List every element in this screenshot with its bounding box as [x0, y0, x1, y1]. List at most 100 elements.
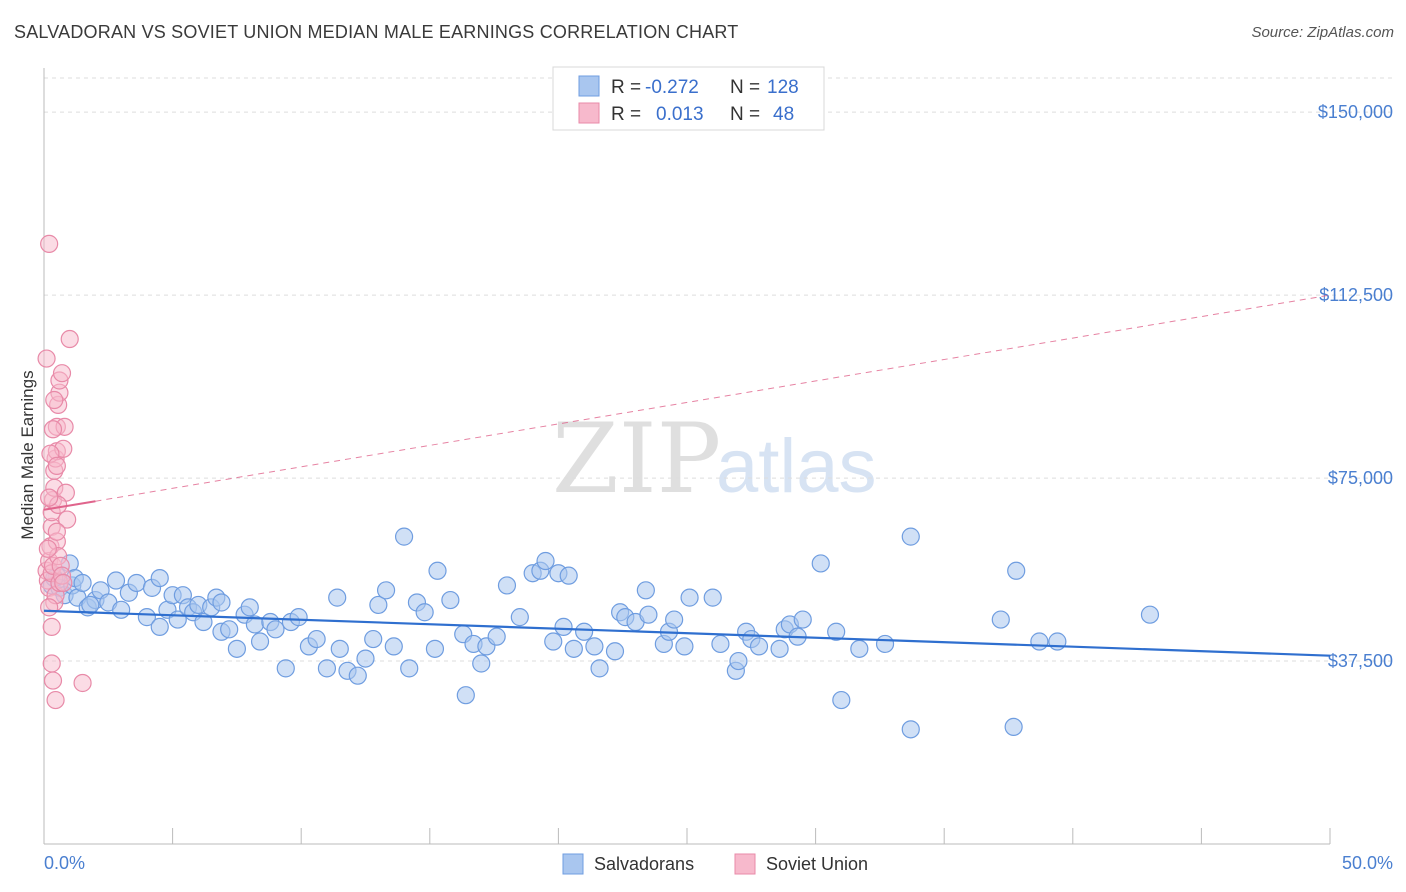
salvadorans-point: [456, 686, 475, 705]
bottom-legend-label-soviet-union: Soviet Union: [766, 854, 868, 874]
salvadorans-point: [1030, 632, 1049, 651]
salvadorans-point: [441, 590, 460, 610]
trend-lines: [43, 294, 1331, 657]
bottom-legend-swatch-salvadorans: [562, 853, 584, 875]
salvadorans-point: [487, 627, 506, 646]
salvadorans-point: [348, 666, 367, 685]
salvadorans-point: [575, 622, 594, 641]
salvadorans-point: [266, 620, 285, 639]
x-tick-label-max: 50.0%: [1342, 853, 1393, 873]
salvadorans-point: [991, 610, 1010, 629]
soviet-union-point: [40, 234, 59, 253]
salvadorans-point: [150, 617, 169, 636]
salvadorans-point: [112, 600, 131, 619]
soviet-union-point: [42, 617, 61, 636]
salvadorans-point: [850, 639, 869, 658]
salvadorans-point: [212, 593, 231, 612]
legend-n-label-2: N =: [730, 104, 760, 125]
y-axis-label: Median Male Earnings: [18, 370, 37, 539]
salvadorans-point: [564, 639, 583, 658]
soviet-union-point: [45, 390, 64, 410]
y-tick-labels: $37,500 $75,000 $112,500 $150,000: [1318, 102, 1393, 671]
salvadorans-point: [729, 651, 748, 671]
salvadorans-point: [770, 639, 789, 658]
soviet-union-point: [54, 573, 73, 593]
legend-r-value-1: -0.272: [645, 77, 699, 98]
salvadorans-point: [289, 608, 308, 627]
salvadorans-point: [639, 605, 658, 624]
legend-swatch-soviet-union: [578, 102, 600, 124]
salvadorans-point: [636, 581, 655, 600]
salvadorans-point: [711, 634, 730, 654]
y-tick-label: $37,500: [1328, 651, 1393, 671]
legend-swatch-salvadorans: [578, 75, 600, 97]
salvadorans-point: [827, 622, 846, 641]
salvadorans-point: [428, 561, 447, 580]
salvadorans-point: [605, 642, 625, 661]
salvadorans-point: [901, 720, 920, 739]
soviet-union-point: [73, 673, 92, 693]
salvadorans-point: [194, 612, 213, 632]
salvadorans-point: [150, 568, 169, 588]
salvadorans-point: [250, 632, 270, 651]
salvadorans-point: [81, 595, 100, 615]
salvadorans-point: [793, 610, 812, 629]
salvadorans-point: [811, 554, 830, 573]
legend-r-label-2: R =: [611, 104, 641, 125]
salvadorans-point: [1048, 632, 1067, 651]
legend-n-value-2: 48: [773, 104, 794, 125]
salvadorans-point: [220, 620, 239, 639]
correlation-legend: R = -0.272 N = 128 R = 0.013 N = 48: [552, 66, 825, 131]
x-tick-labels: 0.0% 50.0%: [44, 853, 1393, 873]
salvadorans-point: [307, 629, 326, 649]
chart-title: SALVADORAN VS SOVIET UNION MEDIAN MALE E…: [14, 22, 739, 42]
salvadorans-point: [276, 659, 295, 678]
salvadorans-point: [536, 551, 555, 571]
salvadorans-point: [749, 637, 769, 656]
legend-r-value-2: 0.013: [656, 104, 704, 125]
salvadorans-point: [1004, 717, 1023, 737]
salvadorans-point: [415, 603, 434, 622]
bottom-legend-label-salvadorans: Salvadorans: [594, 854, 694, 874]
salvadorans-point: [901, 527, 920, 546]
salvadorans-point: [510, 608, 529, 627]
salvadorans-point: [554, 617, 573, 636]
salvadorans-point: [73, 573, 92, 593]
salvadorans-point: [497, 576, 517, 595]
legend-r-label-1: R =: [611, 77, 641, 98]
salvadorans-point: [425, 639, 445, 658]
y-tick-label: $112,500: [1319, 285, 1393, 305]
series-legend: Salvadorans Soviet Union: [562, 853, 868, 875]
watermark-atlas: atlas: [716, 424, 877, 509]
y-tick-label: $150,000: [1318, 102, 1393, 122]
salvadorans-point: [364, 629, 383, 649]
salvadorans-point: [137, 608, 156, 627]
salvadorans-point: [832, 690, 851, 710]
salvadorans-point: [328, 588, 347, 607]
salvadorans-point: [376, 581, 396, 600]
chart-source: Source: ZipAtlas.com: [1251, 24, 1394, 41]
salvadorans-point: [400, 659, 419, 678]
salvadorans-point: [384, 637, 403, 656]
salvadorans-point: [472, 654, 491, 673]
salvadorans-point: [106, 571, 126, 590]
soviet-union-point: [38, 539, 57, 558]
x-tick-label-min: 0.0%: [44, 853, 85, 873]
soviet-union-trend-solid: [43, 500, 96, 511]
y-tick-label: $75,000: [1328, 468, 1393, 488]
soviet-union-point: [47, 456, 66, 475]
soviet-union-point: [37, 349, 56, 368]
salvadorans-point: [369, 595, 388, 615]
salvadorans-point: [590, 659, 609, 678]
watermark-zip: ZIP: [552, 403, 721, 515]
salvadorans-point: [317, 659, 337, 678]
salvadorans-point: [330, 639, 349, 658]
gridlines: [44, 77, 1394, 662]
soviet-union-point: [40, 598, 59, 617]
salvadorans-point: [703, 588, 722, 607]
salvadorans-point: [675, 637, 694, 656]
salvadorans-point: [585, 637, 604, 656]
soviet-union-point: [42, 654, 61, 673]
salvadorans-point: [394, 527, 414, 546]
series-soviet-union-points: [37, 234, 92, 710]
